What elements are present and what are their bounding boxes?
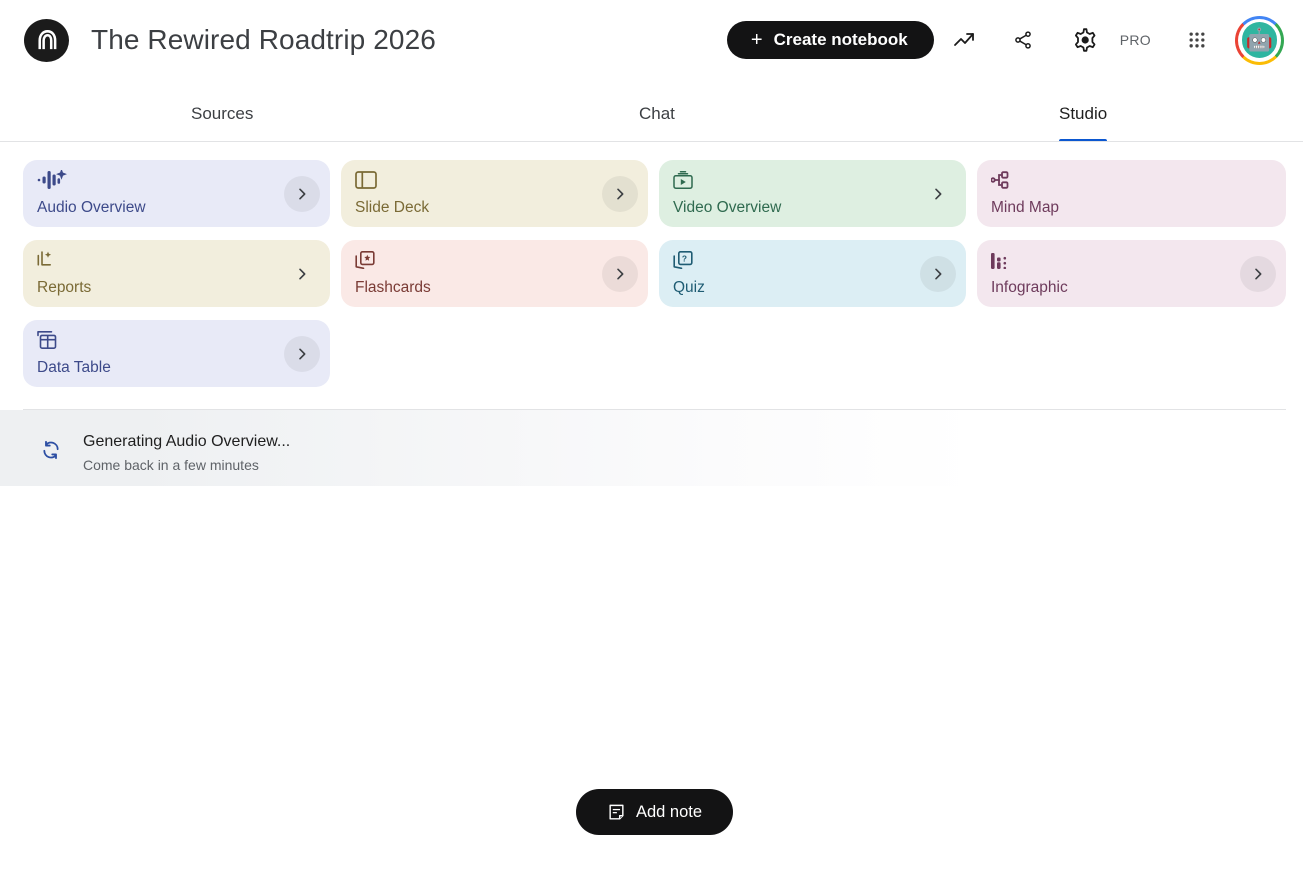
svg-text:?: ? bbox=[682, 253, 687, 263]
